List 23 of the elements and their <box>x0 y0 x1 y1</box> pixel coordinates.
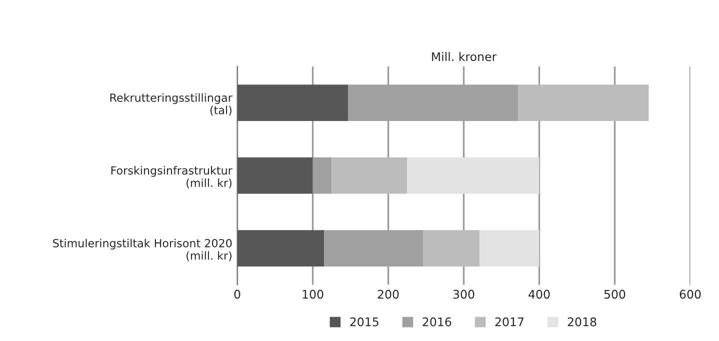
bar <box>237 230 324 267</box>
legend-label: 2016 <box>422 317 452 326</box>
bar <box>518 84 649 122</box>
x-tick-label: 0 <box>234 290 240 299</box>
bar <box>237 157 313 194</box>
y-tick-label: Stimuleringstiltak Horisont 2020 (mill. kr) <box>53 238 232 262</box>
legend-label: 2017 <box>495 317 524 326</box>
bar <box>422 230 480 267</box>
bar <box>237 84 348 122</box>
x-tick-label: 600 <box>680 290 701 299</box>
y-tick-label: Forskingsinfrastruktur (mill. kr) <box>111 166 232 188</box>
legend-label: 2015 <box>350 317 378 326</box>
bar <box>480 230 540 267</box>
legend-label: 2018 <box>568 317 596 326</box>
bar <box>332 157 408 194</box>
y-tick-label: Rekrutteringsstillingar (tal) <box>110 93 232 116</box>
x-tick-label: 300 <box>453 290 474 299</box>
x-tick-label: 200 <box>378 290 399 299</box>
x-axis-title: Mill. kroner <box>432 52 497 62</box>
x-tick-label: 500 <box>604 290 626 299</box>
x-tick-label: 400 <box>528 290 550 299</box>
x-tick-label: 100 <box>302 290 324 299</box>
bar <box>407 157 540 194</box>
